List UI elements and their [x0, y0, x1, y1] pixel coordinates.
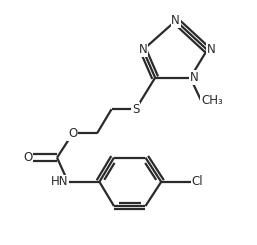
Text: HN: HN [50, 175, 68, 188]
Text: O: O [68, 127, 77, 140]
Text: S: S [132, 103, 140, 116]
Text: N: N [190, 71, 199, 84]
Text: CH₃: CH₃ [201, 94, 223, 107]
Text: N: N [139, 43, 148, 56]
Text: N: N [207, 43, 216, 56]
Text: N: N [171, 14, 180, 27]
Text: O: O [23, 151, 33, 164]
Text: Cl: Cl [191, 175, 203, 188]
